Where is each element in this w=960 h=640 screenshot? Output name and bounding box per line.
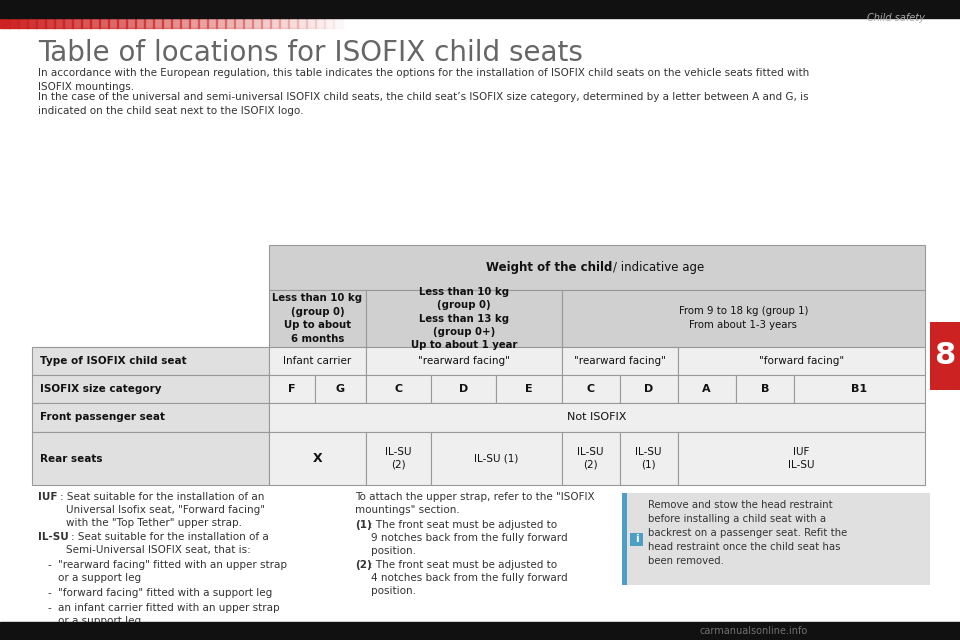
Bar	[562, 375, 619, 403]
Text: IL-SU
(2): IL-SU (2)	[577, 447, 604, 470]
Text: Child safety: Child safety	[867, 13, 925, 23]
Text: (1): (1)	[355, 520, 372, 530]
Text: position.: position.	[371, 546, 416, 556]
Bar	[414, 18, 424, 28]
Bar	[562, 432, 619, 485]
Bar	[930, 322, 960, 390]
Bar	[0, 0, 960, 18]
Bar	[27, 18, 37, 28]
Bar	[297, 18, 307, 28]
Bar	[378, 18, 388, 28]
Bar	[32, 347, 269, 375]
Text: E: E	[525, 384, 533, 394]
Text: IL-SU
(2): IL-SU (2)	[385, 447, 412, 470]
Bar	[63, 18, 73, 28]
Text: Table of locations for ISOFIX child seats: Table of locations for ISOFIX child seat…	[38, 39, 583, 67]
Text: "forward facing" fitted with a support leg: "forward facing" fitted with a support l…	[58, 588, 273, 598]
Text: D: D	[644, 384, 653, 394]
Bar	[261, 18, 271, 28]
Text: mountings" section.: mountings" section.	[355, 505, 460, 515]
Text: "forward facing": "forward facing"	[758, 356, 844, 366]
Bar	[162, 18, 172, 28]
Text: X: X	[313, 452, 323, 465]
Text: B: B	[760, 384, 769, 394]
Text: 8: 8	[934, 342, 955, 371]
Bar	[794, 375, 925, 403]
Text: "rearward facing": "rearward facing"	[574, 356, 665, 366]
Text: : The front seat must be adjusted to: : The front seat must be adjusted to	[369, 520, 557, 530]
Bar	[144, 18, 154, 28]
Text: C: C	[395, 384, 402, 394]
Text: Front passenger seat: Front passenger seat	[40, 413, 165, 422]
Bar	[735, 375, 794, 403]
Bar	[126, 18, 136, 28]
Text: IL-SU (1): IL-SU (1)	[474, 454, 518, 463]
Text: / indicative age: / indicative age	[613, 261, 705, 274]
Bar	[366, 375, 431, 403]
Text: Remove and stow the head restraint
before installing a child seat with a
backres: Remove and stow the head restraint befor…	[648, 500, 848, 566]
Bar	[72, 18, 82, 28]
Text: 4 notches back from the fully forward: 4 notches back from the fully forward	[371, 573, 567, 583]
Bar	[468, 18, 478, 28]
Bar	[153, 18, 163, 28]
Text: IL-SU
(1): IL-SU (1)	[636, 447, 661, 470]
Bar	[32, 375, 269, 403]
Text: In the case of the universal and semi-universal ISOFIX child seats, the child se: In the case of the universal and semi-un…	[38, 92, 808, 116]
Text: Semi-Universal ISOFIX seat, that is:: Semi-Universal ISOFIX seat, that is:	[66, 545, 251, 555]
Bar	[431, 375, 496, 403]
Bar	[315, 18, 325, 28]
Text: Not ISOFIX: Not ISOFIX	[567, 413, 627, 422]
Text: IL-SU: IL-SU	[38, 532, 69, 542]
Text: F: F	[288, 384, 296, 394]
Text: : Seat suitable for the installation of an: : Seat suitable for the installation of …	[60, 492, 264, 502]
Bar	[269, 245, 925, 290]
Text: Less than 10 kg
(group 0)
Up to about
6 months: Less than 10 kg (group 0) Up to about 6 …	[273, 293, 362, 344]
Text: -: -	[48, 588, 52, 598]
Bar	[333, 18, 343, 28]
Bar	[108, 18, 118, 28]
Bar	[678, 432, 925, 485]
Bar	[678, 347, 925, 375]
Bar	[270, 18, 280, 28]
Bar	[562, 290, 925, 347]
Bar	[279, 18, 289, 28]
Text: Rear seats: Rear seats	[40, 454, 103, 463]
Text: an infant carrier fitted with an upper strap: an infant carrier fitted with an upper s…	[58, 603, 279, 613]
Text: : The front seat must be adjusted to: : The front seat must be adjusted to	[369, 560, 557, 570]
Text: To attach the upper strap, refer to the "ISOFIX: To attach the upper strap, refer to the …	[355, 492, 594, 502]
Bar	[678, 375, 735, 403]
Text: A: A	[703, 384, 711, 394]
Bar	[171, 18, 181, 28]
Bar	[431, 432, 562, 485]
Bar	[496, 375, 562, 403]
Bar	[0, 18, 10, 28]
Bar	[32, 403, 269, 432]
Text: or a support leg.: or a support leg.	[58, 616, 145, 626]
Text: D: D	[459, 384, 468, 394]
Bar	[387, 18, 397, 28]
Text: Weight of the child: Weight of the child	[486, 261, 612, 274]
Bar	[32, 432, 269, 485]
Bar	[269, 347, 366, 375]
Bar	[0, 622, 960, 640]
Bar	[351, 18, 361, 28]
Bar	[117, 18, 127, 28]
Bar	[396, 18, 406, 28]
Bar	[18, 18, 28, 28]
Bar	[269, 403, 925, 432]
Text: IUF
IL-SU: IUF IL-SU	[788, 447, 815, 470]
Text: (2): (2)	[355, 560, 372, 570]
Text: Less than 10 kg
(group 0)
Less than 13 kg
(group 0+)
Up to about 1 year: Less than 10 kg (group 0) Less than 13 k…	[411, 287, 517, 350]
Bar	[234, 18, 244, 28]
Text: B1: B1	[852, 384, 868, 394]
Bar	[135, 18, 145, 28]
Text: -: -	[48, 560, 52, 570]
Bar	[198, 18, 208, 28]
Text: C: C	[587, 384, 594, 394]
Text: 9 notches back from the fully forward: 9 notches back from the fully forward	[371, 533, 567, 543]
Text: i: i	[635, 534, 638, 544]
Bar	[269, 290, 366, 347]
Bar	[450, 18, 460, 28]
Bar	[9, 18, 19, 28]
Text: ISOFIX size category: ISOFIX size category	[40, 384, 161, 394]
